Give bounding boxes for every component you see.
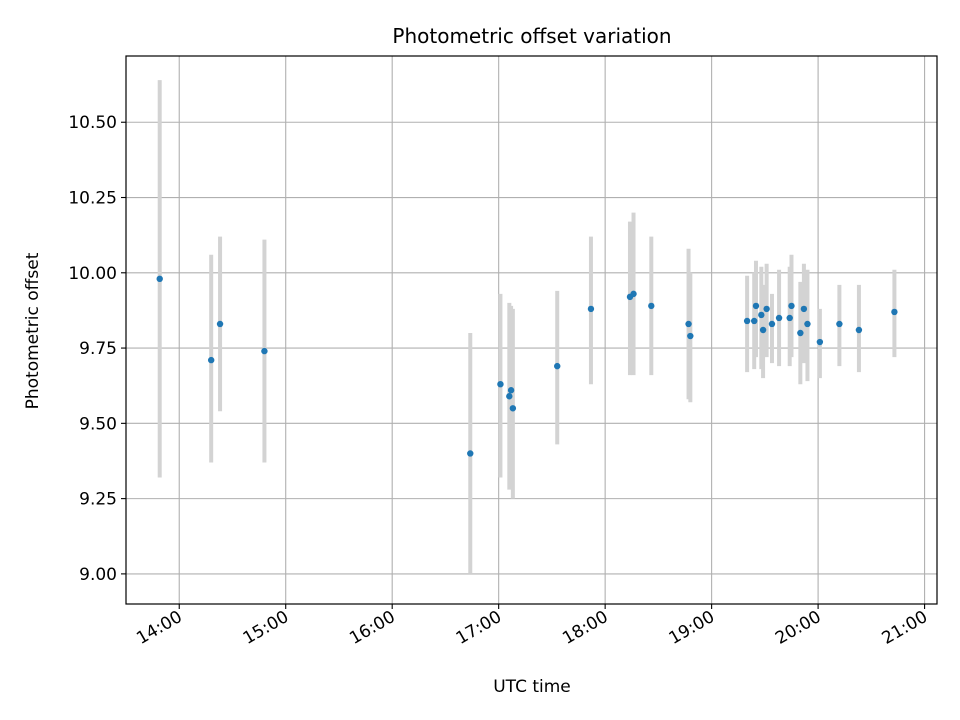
data-point xyxy=(743,317,751,325)
data-point xyxy=(775,314,783,322)
x-tick-label: 19:00 xyxy=(666,607,718,649)
x-tick-label: 16:00 xyxy=(346,607,398,649)
chart-title: Photometric offset variation xyxy=(392,24,671,48)
data-point xyxy=(797,329,804,337)
data-point xyxy=(156,275,163,283)
y-tick-label: 9.75 xyxy=(79,339,117,359)
data-point xyxy=(855,326,863,334)
y-axis-label: Photometric offset xyxy=(23,252,43,409)
data-point xyxy=(554,362,561,370)
data-point xyxy=(497,380,504,388)
data-point xyxy=(507,387,515,394)
data-point xyxy=(804,320,811,328)
x-tick-label: 21:00 xyxy=(879,607,931,649)
data-point xyxy=(685,320,692,328)
x-axis-label: UTC time xyxy=(493,677,571,697)
data-points xyxy=(156,275,898,457)
data-point xyxy=(687,332,694,340)
data-point xyxy=(207,356,215,364)
data-point xyxy=(587,305,595,313)
x-tick-label: 14:00 xyxy=(133,607,185,649)
data-point xyxy=(752,302,760,310)
y-tick-label: 10.00 xyxy=(68,264,117,284)
y-tick-label: 10.50 xyxy=(68,113,117,133)
data-point xyxy=(216,320,224,328)
x-tick-label: 18:00 xyxy=(559,607,611,649)
data-point xyxy=(467,450,474,457)
y-tick-label: 9.50 xyxy=(79,414,117,434)
data-point xyxy=(788,302,795,310)
data-point xyxy=(648,302,655,310)
y-tick-label: 10.25 xyxy=(68,189,117,209)
data-point xyxy=(800,305,808,313)
data-point xyxy=(816,338,824,346)
errorbars xyxy=(157,80,897,574)
grid xyxy=(126,56,937,604)
data-point xyxy=(759,326,767,334)
data-point xyxy=(768,320,776,328)
data-point xyxy=(506,393,513,400)
data-point xyxy=(786,314,793,322)
x-tick-label: 15:00 xyxy=(240,607,292,649)
x-tick-label: 17:00 xyxy=(453,607,505,649)
data-point xyxy=(836,320,843,328)
data-point xyxy=(509,405,517,412)
data-point xyxy=(630,290,637,298)
x-tick-label: 20:00 xyxy=(772,607,824,649)
y-tick-label: 9.00 xyxy=(79,565,117,585)
data-point xyxy=(891,308,898,316)
data-point xyxy=(763,305,770,313)
plot-frame xyxy=(125,55,938,605)
data-point xyxy=(758,311,765,319)
data-point xyxy=(751,317,758,325)
y-tick-label: 9.25 xyxy=(79,490,117,510)
data-point xyxy=(261,347,268,355)
